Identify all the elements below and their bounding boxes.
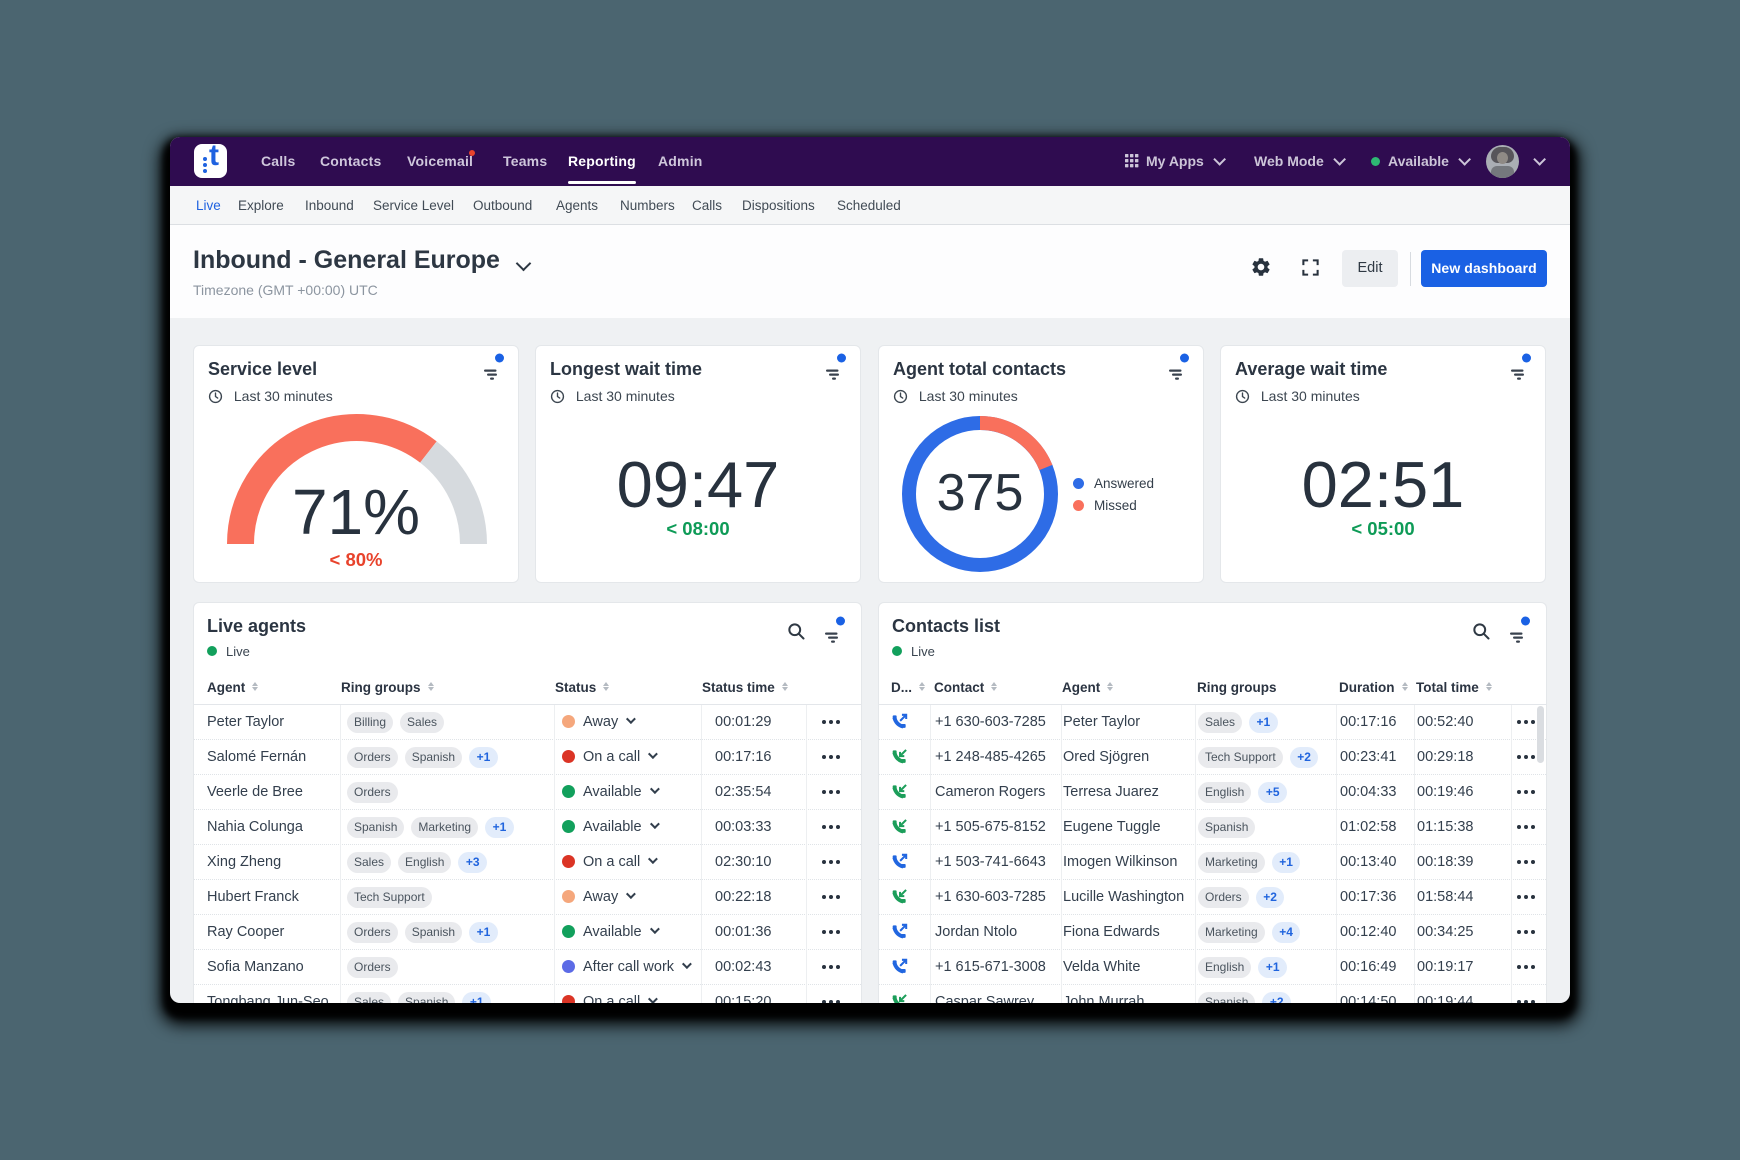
svg-text:375: 375: [937, 464, 1024, 522]
